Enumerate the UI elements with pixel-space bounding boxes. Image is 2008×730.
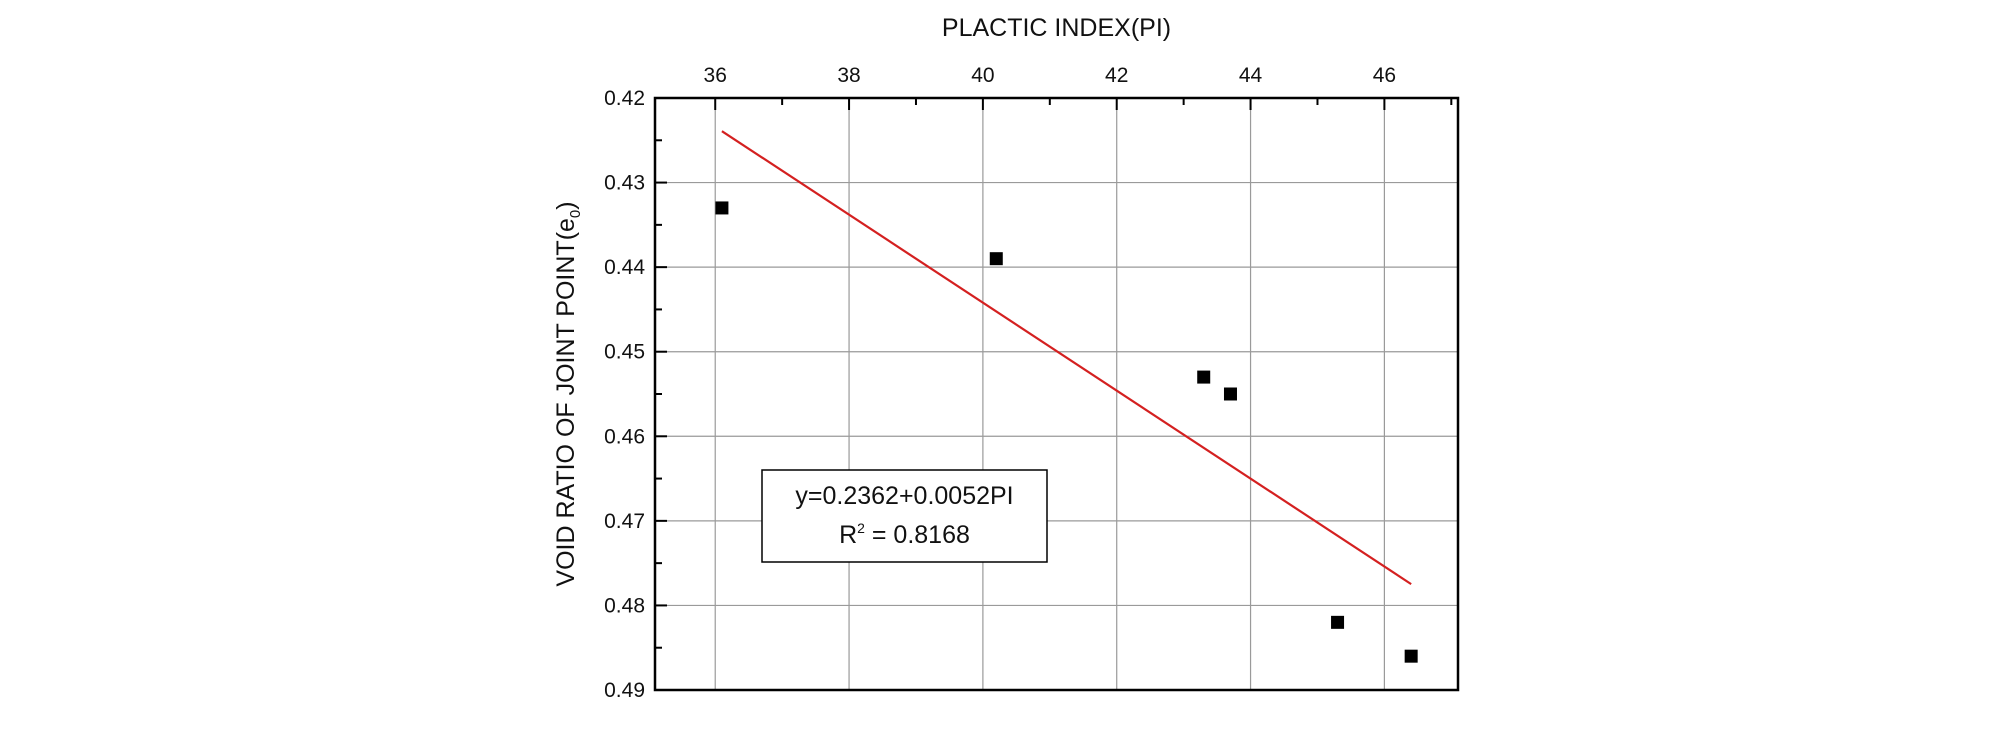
axis-ticks <box>655 97 1453 691</box>
r-squared-value: = 0.8168 <box>865 521 970 549</box>
y-axis-title: VOID RATIO OF JOINT POINT(e0) <box>552 201 584 586</box>
y-axis-title-close: ) <box>552 201 580 209</box>
y-tick-label: 0.48 <box>604 594 645 617</box>
y-tick-label: 0.45 <box>604 341 645 364</box>
data-point <box>989 252 1003 266</box>
tick-labels: 36 38 40 42 44 46 0.42 0.43 0.44 0.45 0.46 0.47 0.48… <box>604 64 1396 702</box>
data-point <box>1197 370 1211 384</box>
y-tick-label: 0.47 <box>604 510 645 533</box>
y-tick-label: 0.46 <box>604 425 645 448</box>
x-axis-title: PLACTIC INDEX(PI) <box>942 14 1171 42</box>
grid <box>655 98 1458 690</box>
fit-line-layer <box>721 130 1412 586</box>
x-tick-label: 42 <box>1105 64 1128 87</box>
y-axis-title-main: VOID RATIO OF JOINT POINT(e <box>552 218 580 587</box>
annotation-box <box>761 469 1048 563</box>
x-tick-label: 36 <box>704 64 727 87</box>
data-point <box>715 201 729 215</box>
data-points <box>715 201 1418 663</box>
data-point <box>1404 649 1418 663</box>
y-axis-title-subscript: 0 <box>567 210 584 218</box>
data-point <box>1331 615 1345 629</box>
y-tick-label: 0.49 <box>604 679 645 702</box>
r-squared-superscript: 2 <box>857 520 865 536</box>
y-tick-label: 0.43 <box>604 172 645 195</box>
x-tick-label: 38 <box>837 64 860 87</box>
regression-annotation: y=0.2362+0.0052PI R2 = 0.8168 <box>761 469 1048 563</box>
y-tick-label: 0.44 <box>604 256 645 279</box>
r-squared-symbol: R <box>839 521 857 549</box>
regression-line <box>721 130 1412 586</box>
x-tick-label: 46 <box>1373 64 1396 87</box>
r-squared-label: R2 = 0.8168 <box>839 520 970 549</box>
plot-frame <box>653 96 1460 692</box>
y-tick-label: 0.42 <box>604 87 645 110</box>
regression-equation: y=0.2362+0.0052PI <box>795 482 1013 510</box>
x-tick-label: 40 <box>971 64 994 87</box>
x-tick-label: 44 <box>1239 64 1263 87</box>
data-point <box>1223 387 1237 401</box>
